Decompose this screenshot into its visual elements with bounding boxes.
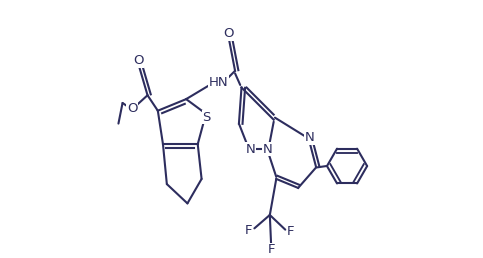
Text: N: N: [262, 143, 272, 156]
Text: F: F: [287, 225, 295, 238]
Text: S: S: [202, 111, 211, 124]
Text: O: O: [127, 102, 137, 115]
Text: F: F: [245, 224, 253, 237]
Text: F: F: [268, 243, 275, 256]
Text: N: N: [304, 131, 314, 144]
Text: O: O: [133, 54, 144, 67]
Text: N: N: [246, 143, 256, 156]
Text: HN: HN: [209, 76, 228, 89]
Text: O: O: [223, 27, 234, 40]
